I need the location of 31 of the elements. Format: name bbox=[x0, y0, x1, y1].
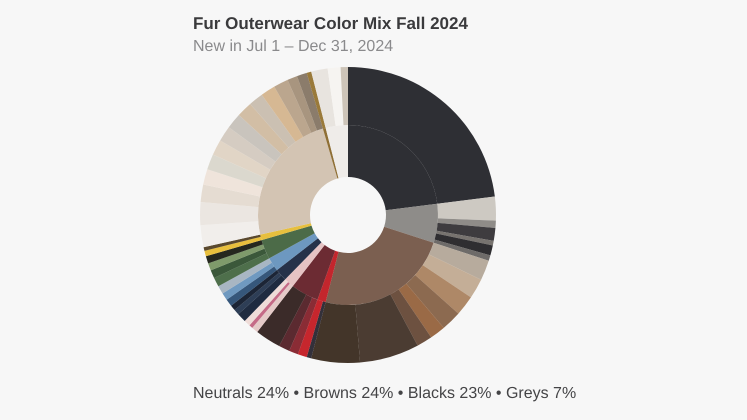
donut-slice bbox=[434, 234, 493, 256]
chart-title: Fur Outerwear Color Mix Fall 2024 bbox=[193, 14, 468, 33]
text: Neutrals 24% • Browns 24% • Blacks 23% • Greys 7% bbox=[193, 385, 576, 402]
donut-slice bbox=[208, 244, 265, 270]
donut-slice bbox=[390, 289, 432, 346]
donut-slice bbox=[257, 286, 306, 346]
donut-slice bbox=[436, 230, 494, 246]
donut-slice bbox=[288, 76, 317, 133]
donut-slice bbox=[436, 222, 496, 241]
donut-slice bbox=[296, 72, 323, 131]
donut-slice bbox=[238, 104, 288, 154]
donut-slice bbox=[326, 226, 434, 305]
donut-slice bbox=[292, 245, 336, 300]
donut-slice bbox=[434, 240, 490, 261]
donut-slice bbox=[437, 196, 496, 221]
donut-slice bbox=[204, 234, 261, 251]
donut-slice bbox=[306, 301, 326, 358]
donut-slice bbox=[218, 258, 272, 294]
donut-slice bbox=[289, 298, 318, 354]
donut-slice bbox=[206, 240, 263, 264]
donut-slice bbox=[262, 86, 304, 142]
donut-slice bbox=[415, 265, 471, 314]
donut-slice bbox=[428, 242, 489, 280]
donut-slice bbox=[422, 254, 482, 298]
donut-slice bbox=[279, 294, 312, 351]
donut-slice bbox=[406, 274, 458, 328]
donut-slice bbox=[210, 248, 267, 278]
donut-slice bbox=[274, 80, 312, 137]
donut-slice bbox=[340, 67, 348, 126]
chart-subtitle: New in Jul 1 – Dec 31, 2024 bbox=[193, 38, 394, 55]
donut-slice bbox=[398, 284, 444, 338]
